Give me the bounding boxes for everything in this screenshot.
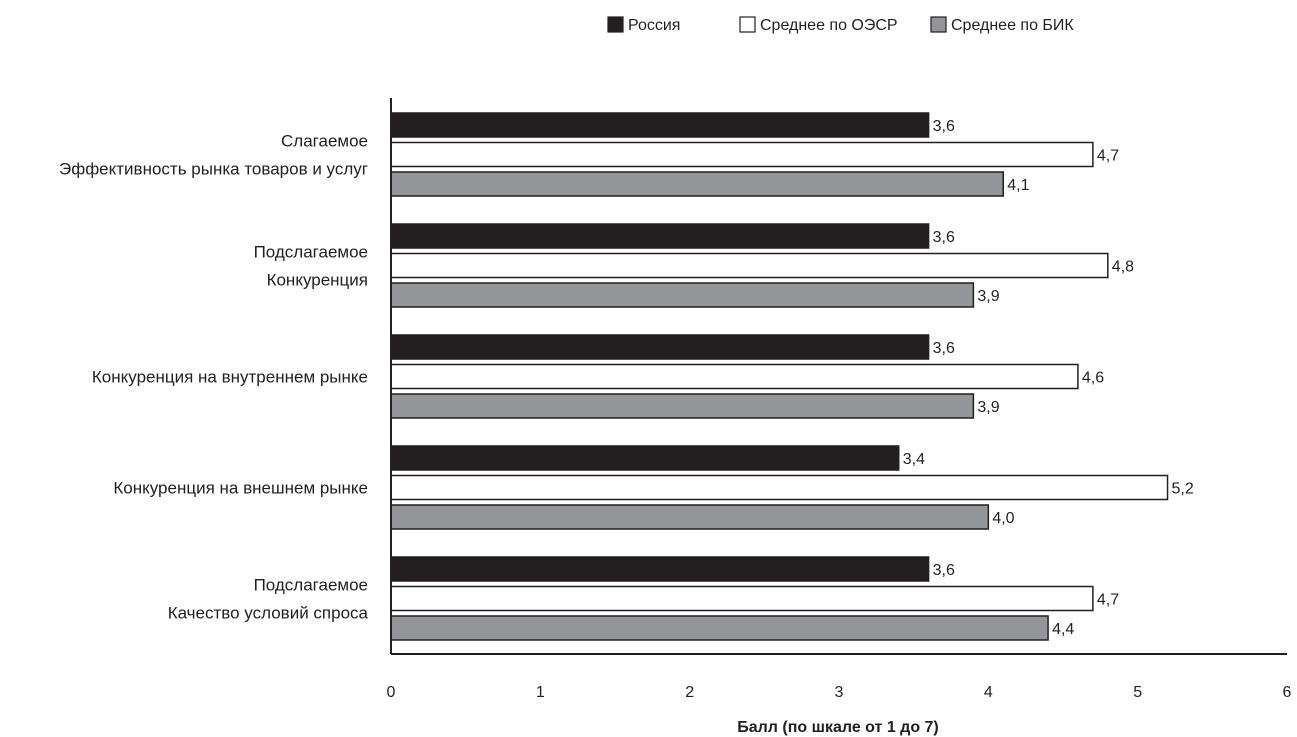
data-label: 4,7 (1097, 148, 1119, 165)
data-label: 3,6 (933, 562, 955, 579)
data-label: 4,8 (1112, 259, 1134, 276)
bar (390, 556, 930, 582)
bar (390, 393, 975, 419)
bar (390, 334, 930, 360)
bar (390, 504, 990, 530)
legend-item: Среднее по ОЭСР (739, 16, 898, 34)
data-label: 3,6 (933, 118, 955, 135)
data-label: 4,6 (1082, 370, 1104, 387)
bar (390, 363, 1079, 390)
plot-area: 3,6 4,7 4,1 Слагаемое Эффективность рынка то… (59, 112, 1194, 641)
category-label: Конкуренция на внутреннем рынке (92, 368, 368, 387)
data-label: 5,2 (1172, 481, 1194, 498)
category-label: Конкуренция (267, 271, 368, 290)
data-label: 4,4 (1052, 621, 1074, 638)
category-label: Эффективность рынка товаров и услуг (59, 160, 368, 179)
legend-item: Россия (607, 16, 680, 34)
legend-label: Россия (628, 17, 680, 34)
legend-swatch (607, 16, 624, 33)
bar (390, 585, 1094, 612)
bar (390, 282, 975, 308)
bar (390, 252, 1109, 279)
data-label: 3,9 (977, 399, 999, 416)
x-tick-label: 2 (685, 684, 694, 701)
bar (390, 141, 1094, 168)
data-label: 3,9 (977, 288, 999, 305)
category-group: 3,4 5,2 4,0 Конкуренция на внешнем рынке (113, 445, 1194, 530)
x-tick-label: 0 (387, 684, 396, 701)
category-label: Подслагаемое (254, 576, 368, 595)
legend-swatch (930, 16, 947, 33)
bar (390, 171, 1005, 197)
bar (390, 474, 1169, 501)
data-label: 3,6 (933, 229, 955, 246)
category-label: Качество условий спроса (168, 604, 369, 623)
data-label: 4,7 (1097, 592, 1119, 609)
category-group: 3,6 4,7 4,1 Слагаемое Эффективность рынка то… (59, 112, 1119, 197)
category-group: 3,6 4,6 3,9 Конкуренция на внутреннем рынке (92, 334, 1104, 419)
x-tick-label: 4 (984, 684, 993, 701)
x-tick-label: 1 (536, 684, 545, 701)
data-label: 4,1 (1007, 177, 1029, 194)
legend-label: Среднее по ОЭСР (760, 17, 898, 34)
legend-item: Среднее по БИК (930, 16, 1074, 34)
category-group: 3,6 4,8 3,9 Подслагаемое Конкуренция (254, 223, 1134, 308)
x-tick-label: 6 (1283, 684, 1292, 701)
category-label: Конкуренция на внешнем рынке (113, 479, 368, 498)
bar (390, 615, 1049, 641)
category-label: Слагаемое (281, 132, 368, 151)
legend-label: Среднее по БИК (951, 17, 1074, 34)
bar (390, 112, 930, 138)
bar (390, 223, 930, 249)
data-label: 4,0 (992, 510, 1014, 527)
bar (390, 445, 900, 471)
legend: Россия Среднее по ОЭСР Среднее по БИК (607, 16, 1074, 34)
x-axis-title: Балл (по шкале от 1 до 7) (737, 719, 939, 736)
legend-swatch (739, 16, 756, 33)
axes: 0 1 2 3 4 5 6 (387, 98, 1292, 701)
x-tick-label: 3 (835, 684, 844, 701)
data-label: 3,6 (933, 340, 955, 357)
x-tick-label: 5 (1133, 684, 1142, 701)
category-label: Подслагаемое (254, 243, 368, 262)
category-group: 3,6 4,7 4,4 Подслагаемое Качество условий сп… (168, 556, 1119, 641)
data-label: 3,4 (903, 451, 925, 468)
